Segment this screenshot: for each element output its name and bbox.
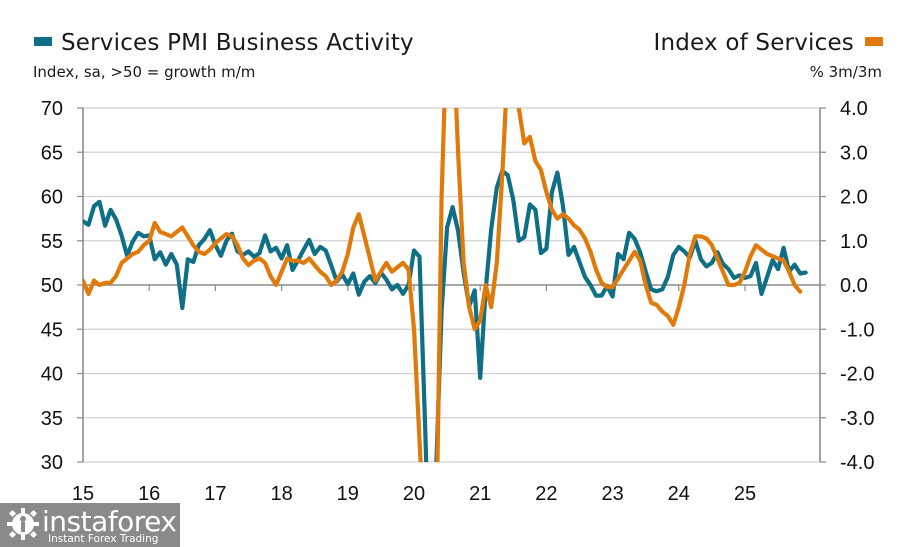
x-tick-label: 21 [469,483,491,505]
left-tick-label: 30 [41,452,63,474]
right-tick-label: -2.0 [840,364,874,386]
watermark-brand: instaforex [42,505,177,538]
right-tick-label: 4.0 [840,98,868,120]
right-tick-label: -1.0 [840,319,874,341]
x-tick-label: 22 [535,483,557,505]
x-tick-label: 24 [668,483,690,505]
left-tick-label: 55 [41,231,63,253]
x-tick-label: 25 [734,483,756,505]
series-group [83,108,808,462]
legend-swatch-services-pmi [34,37,52,46]
right-tick-label: 0.0 [840,275,868,297]
left-tick-label: 45 [41,319,63,341]
series-line-services-pmi [83,168,808,462]
legend-swatch-index-of-services [865,37,883,46]
right-tick-label: -4.0 [840,452,874,474]
right-tick-label: -3.0 [840,408,874,430]
right-tick-label: 3.0 [840,142,868,164]
x-axis-ticks: 15 16 17 18 19 20 21 22 23 24 25 [72,285,756,505]
x-tick-label: 16 [138,483,160,505]
watermark-tagline: Instant Forex Trading [48,533,159,545]
left-axis-ticks: 70 65 60 55 50 45 40 35 30 [41,98,83,474]
legend-title-services-pmi: Services PMI Business Activity [61,30,414,56]
x-tick-label: 19 [337,483,359,505]
x-tick-label: 23 [601,483,623,505]
right-tick-label: 2.0 [840,187,868,209]
legend-subtitle-services-pmi: Index, sa, >50 = growth m/m [33,63,256,81]
gridlines [83,107,820,463]
gear-logo-icon [7,508,39,540]
left-tick-label: 70 [41,98,63,120]
right-tick-label: 1.0 [840,231,868,253]
x-tick-label: 20 [403,483,425,505]
legend-title-index-of-services: Index of Services [653,30,854,56]
legend-subtitle-index-of-services: % 3m/3m [809,63,882,81]
right-axis-ticks: 4.0 3.0 2.0 1.0 0.0 -1.0 -2.0 -3.0 -4.0 [820,98,874,474]
left-tick-label: 50 [41,275,63,297]
left-tick-label: 60 [41,187,63,209]
left-tick-label: 40 [41,364,63,386]
watermark: instaforex Instant Forex Trading [0,503,180,547]
series-line-index-of-services [83,108,803,462]
x-tick-label: 18 [270,483,292,505]
left-tick-label: 65 [41,142,63,164]
x-tick-label: 15 [72,483,94,505]
x-tick-label: 17 [204,483,226,505]
left-tick-label: 35 [41,408,63,430]
